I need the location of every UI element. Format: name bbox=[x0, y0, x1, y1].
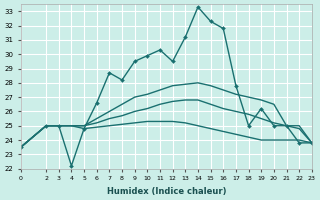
X-axis label: Humidex (Indice chaleur): Humidex (Indice chaleur) bbox=[107, 187, 226, 196]
